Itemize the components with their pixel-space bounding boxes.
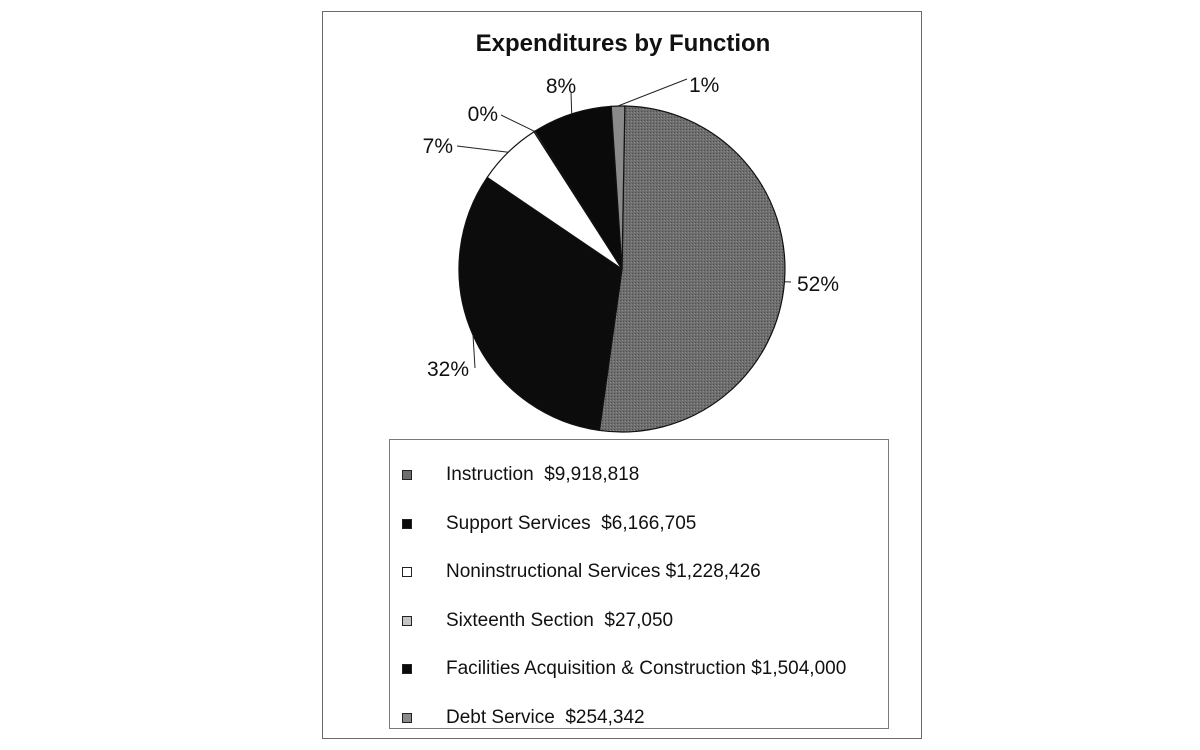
legend-item: Instruction $9,918,818 [390, 462, 888, 490]
chart-title: Expenditures by Function [475, 30, 771, 57]
legend-item: Facilities Acquisition & Construction $1… [390, 656, 888, 684]
legend-label: Facilities Acquisition & Construction $1… [446, 658, 847, 679]
legend-swatch [402, 567, 412, 577]
legend-item: Sixteenth Section $27,050 [390, 608, 888, 636]
pie-slice-instruction [598, 105, 786, 433]
legend-label: Support Services $6,166,705 [446, 512, 697, 534]
pie-chart: 52% 32% 7% 0% 8% 1% [423, 74, 839, 433]
slice-percent-label: 0% [468, 103, 498, 126]
slice-percent-label: 7% [423, 135, 453, 158]
chart-frame: Expenditures by Function 52% 32% 7% 0% 8% 1% … [322, 11, 922, 739]
legend-swatch [402, 518, 412, 529]
legend-swatch [402, 712, 412, 723]
legend-item: Noninstructional Services $1,228,426 [390, 559, 888, 587]
leader-line [570, 91, 573, 114]
slice-percent-label: 8% [546, 75, 576, 98]
legend-swatch [402, 470, 412, 480]
leader-line [500, 114, 535, 132]
legend: Instruction $9,918,818 Support Services $… [389, 439, 889, 729]
legend-label: Instruction $9,918,818 [446, 464, 640, 485]
legend-item: Debt Service $254,342 [390, 705, 888, 733]
slice-percent-label: 52% [797, 273, 839, 296]
leader-line [456, 145, 509, 153]
slice-percent-label: 1% [689, 74, 719, 97]
legend-swatch [402, 664, 412, 674]
legend-swatch [402, 615, 412, 626]
legend-label: Sixteenth Section $27,050 [446, 609, 674, 631]
legend-label: Debt Service $254,342 [446, 706, 645, 728]
leader-line [617, 78, 688, 107]
legend-item: Support Services $6,166,705 [390, 511, 888, 539]
legend-label: Noninstructional Services $1,228,426 [446, 561, 761, 582]
leader-line [472, 335, 476, 369]
slice-percent-label: 32% [427, 358, 469, 381]
